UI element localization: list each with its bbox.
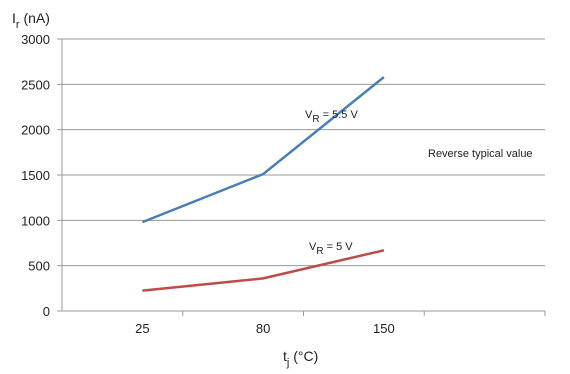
x-axis-title: tj (°C) [283,348,318,369]
x-tick-label-25: 25 [135,321,149,336]
series-lines [141,76,385,292]
series-label-vr-5v: VR = 5 V [309,241,353,257]
y-tick-label-3000: 3000 [21,32,50,47]
y-tick-label-2000: 2000 [21,123,50,138]
y-tick-label-2500: 2500 [21,77,50,92]
grid [62,38,545,267]
x-tick-labels: 25 80 150 [135,321,395,336]
x-tick-label-150: 150 [373,321,395,336]
series-label-vr-5-5v: VR = 5.5 V [305,109,358,125]
reverse-typical-value-annotation: Reverse typical value [428,148,533,160]
y-tick-label-0: 0 [43,304,50,319]
y-axis-title: Ir (nA) [12,10,50,31]
series-line-1 [142,249,385,292]
x-tick-label-80: 80 [256,321,270,336]
y-tick-label-1000: 1000 [21,213,50,228]
y-tick-labels: 0 500 1000 1500 2000 2500 3000 [21,32,50,319]
series-line-0 [141,76,385,224]
y-tick-label-500: 500 [28,259,50,274]
axes [57,38,546,316]
y-tick-label-1500: 1500 [21,168,50,183]
